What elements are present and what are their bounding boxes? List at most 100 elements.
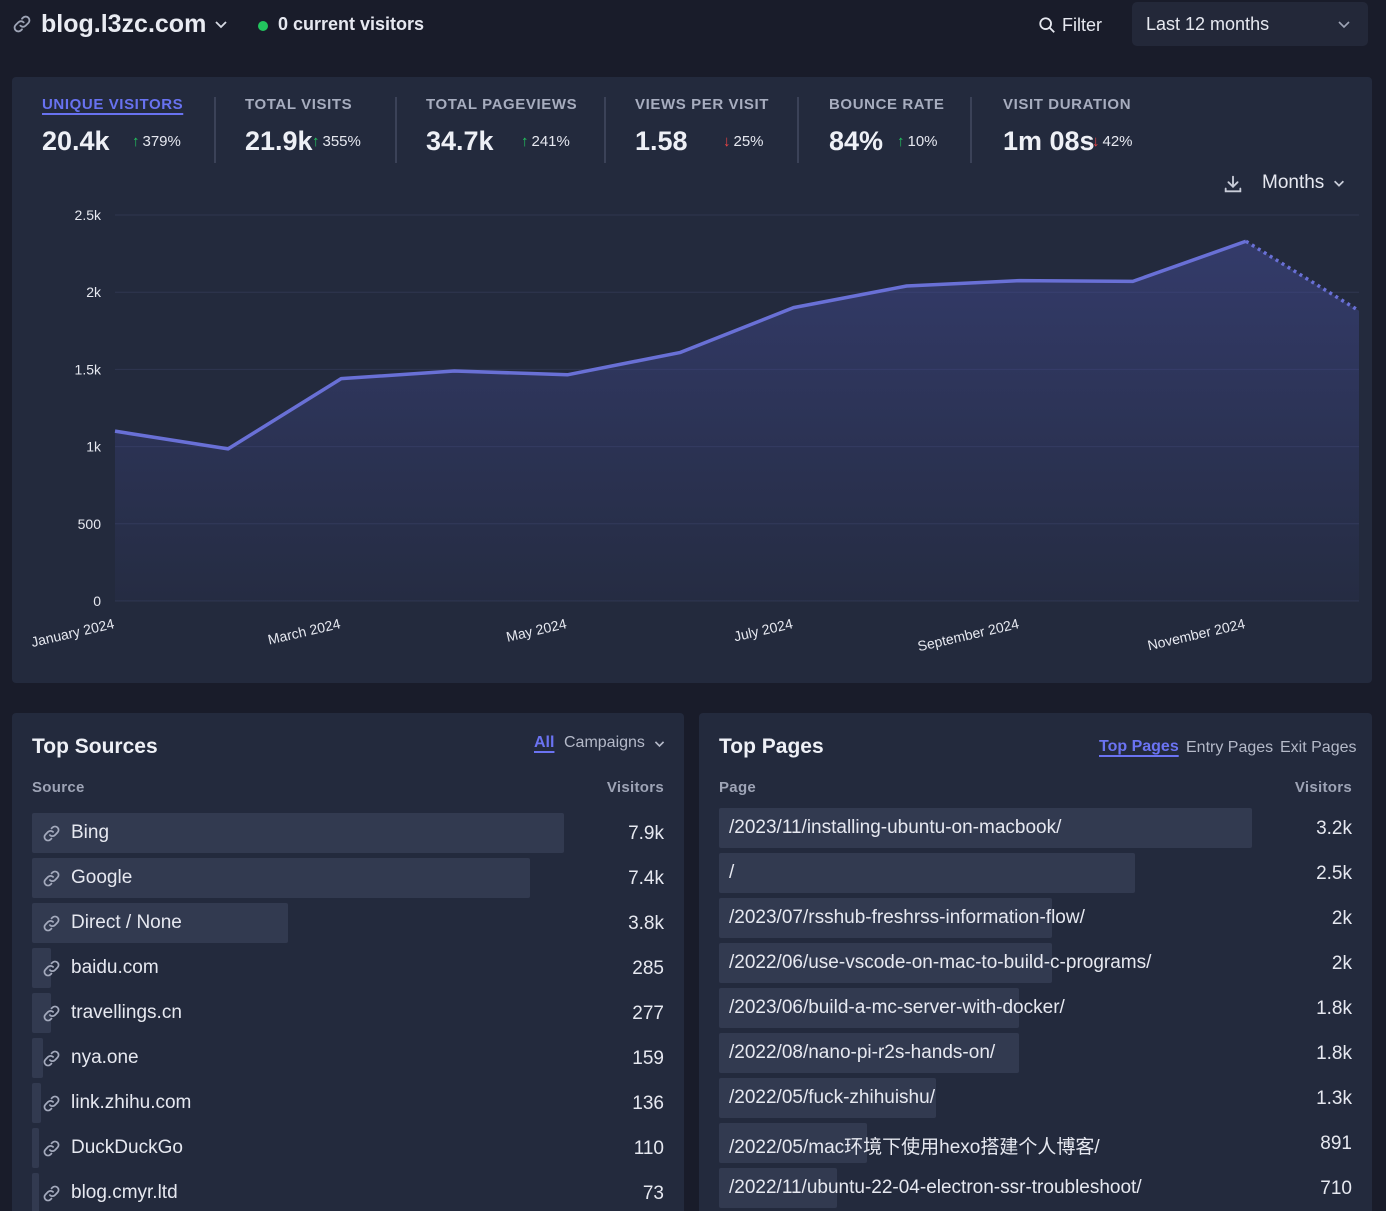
stat-divider xyxy=(797,97,799,163)
source-name[interactable]: travellings.cn xyxy=(71,1002,182,1023)
stat-bounce-rate[interactable]: BOUNCE RATE 84% ↑ 10% xyxy=(829,96,945,166)
stat-value: 1.58 xyxy=(635,126,688,156)
live-indicator-dot xyxy=(258,21,268,31)
interval-select[interactable]: Months xyxy=(1262,172,1346,194)
stat-total-visits[interactable]: TOTAL VISITS 21.9k ↑ 355% xyxy=(245,96,361,166)
visitor-share-bar xyxy=(32,1083,41,1123)
source-name[interactable]: blog.cmyr.ltd xyxy=(71,1182,178,1203)
data-point[interactable] xyxy=(448,365,460,377)
source-row[interactable]: DuckDuckGo 110 xyxy=(32,1128,664,1168)
source-row[interactable]: link.zhihu.com 136 xyxy=(32,1083,664,1123)
source-name[interactable]: Bing xyxy=(71,822,110,843)
x-tick-label: January 2024 xyxy=(29,615,115,650)
top-sources-card: Top Sources All Campaigns Source Visitor… xyxy=(12,713,684,1211)
visitor-count: 891 xyxy=(1320,1133,1352,1154)
stat-unique-visitors[interactable]: UNIQUE VISITORS 20.4k ↑ 379% xyxy=(42,96,183,166)
data-point[interactable] xyxy=(561,369,573,381)
link-icon xyxy=(43,915,60,932)
visitor-count: 136 xyxy=(632,1093,664,1114)
page-path[interactable]: /2022/11/ubuntu-22-04-electron-ssr-troub… xyxy=(729,1177,1142,1198)
stat-total-pageviews[interactable]: TOTAL PAGEVIEWS 34.7k ↑ 241% xyxy=(426,96,577,166)
arrow-up-icon: ↑ xyxy=(312,133,320,150)
data-point[interactable] xyxy=(222,443,234,455)
data-point[interactable] xyxy=(1127,275,1139,287)
source-name[interactable]: DuckDuckGo xyxy=(71,1137,183,1158)
visitors-chart[interactable]: 0 500 1k 1.5k 2k 2.5k January 2024 March 2024 M… xyxy=(12,77,1372,683)
page-path[interactable]: /2023/07/rsshub-freshrss-information-flo… xyxy=(729,907,1085,928)
tab-entry-pages[interactable]: Entry Pages xyxy=(1186,739,1274,756)
stat-divider xyxy=(214,97,216,163)
visitor-share-bar xyxy=(32,993,51,1033)
stat-visit-duration[interactable]: VISIT DURATION 1m 08s ↓ 42% xyxy=(1003,96,1133,166)
page-path[interactable]: /2022/05/fuck-zhihuishu/ xyxy=(729,1087,935,1108)
stat-label: VISIT DURATION xyxy=(1003,96,1132,113)
interval-label: Months xyxy=(1262,172,1325,193)
stat-label: BOUNCE RATE xyxy=(829,96,945,113)
filter-button[interactable]: Filter xyxy=(1038,10,1102,40)
link-icon xyxy=(43,825,60,842)
stat-value: 34.7k xyxy=(426,126,494,156)
tab-exit-pages[interactable]: Exit Pages xyxy=(1280,739,1357,756)
page-row[interactable]: /2022/08/nano-pi-r2s-hands-on/1.8k xyxy=(719,1033,1352,1073)
tab-top-pages[interactable]: Top Pages xyxy=(1099,738,1179,755)
stat-change-value: 379% xyxy=(142,133,181,150)
page-path[interactable]: /2023/06/build-a-mc-server-with-docker/ xyxy=(729,997,1065,1018)
source-name[interactable]: Google xyxy=(71,867,133,888)
source-name[interactable]: nya.one xyxy=(71,1047,139,1068)
data-point[interactable] xyxy=(901,280,913,292)
page-row[interactable]: /2022/06/use-vscode-on-mac-to-build-c-pr… xyxy=(719,943,1352,983)
visitors-area xyxy=(115,241,1359,602)
site-switcher[interactable]: blog.l3zc.com xyxy=(41,10,207,38)
data-point[interactable] xyxy=(788,302,800,314)
data-point[interactable] xyxy=(1014,275,1026,287)
page-row[interactable]: /2023/06/build-a-mc-server-with-docker/1… xyxy=(719,988,1352,1028)
data-point[interactable] xyxy=(1353,305,1365,317)
stat-value: 84% xyxy=(829,126,884,156)
page-path[interactable]: /2022/05/mac环境下使用hexo搭建个人博客/ xyxy=(729,1137,1100,1158)
page-row[interactable]: / 2.5k xyxy=(719,853,1352,893)
source-name[interactable]: link.zhihu.com xyxy=(71,1092,192,1113)
page-path[interactable]: /2022/06/use-vscode-on-mac-to-build-c-pr… xyxy=(729,952,1152,973)
source-name[interactable]: Direct / None xyxy=(71,912,182,933)
top-pages-title: Top Pages xyxy=(719,735,824,758)
link-icon xyxy=(13,15,31,33)
data-point[interactable] xyxy=(1240,235,1252,247)
page-row[interactable]: /2022/11/ubuntu-22-04-electron-ssr-troub… xyxy=(719,1168,1352,1208)
data-point[interactable] xyxy=(674,346,686,358)
visitor-share-bar xyxy=(32,948,51,988)
page-row[interactable]: /2023/07/rsshub-freshrss-information-flo… xyxy=(719,898,1352,938)
page-row[interactable]: /2022/05/mac环境下使用hexo搭建个人博客/891 xyxy=(719,1123,1352,1163)
page-row[interactable]: /2022/05/fuck-zhihuishu/1.3k xyxy=(719,1078,1352,1118)
page-path[interactable]: / xyxy=(729,862,735,883)
source-row[interactable]: Google 7.4k xyxy=(32,858,664,898)
stat-views-per-visit[interactable]: VIEWS PER VISIT 1.58 ↓ 25% xyxy=(635,96,769,166)
stat-change: ↑ 10% xyxy=(897,133,938,150)
source-name[interactable]: baidu.com xyxy=(71,957,159,978)
visitor-share-bar xyxy=(32,903,288,943)
source-row[interactable]: Direct / None 3.8k xyxy=(32,903,664,943)
data-point[interactable] xyxy=(335,373,347,385)
page-path[interactable]: /2023/11/installing-ubuntu-on-macbook/ xyxy=(729,817,1062,838)
source-row[interactable]: travellings.cn 277 xyxy=(32,993,664,1033)
chevron-down-icon[interactable] xyxy=(213,16,229,32)
tab-all-sources[interactable]: All xyxy=(534,734,555,751)
y-tick-label: 0 xyxy=(93,593,101,609)
page-row[interactable]: /2023/11/installing-ubuntu-on-macbook/3.… xyxy=(719,808,1352,848)
visitor-share-bar xyxy=(719,1078,936,1118)
visitor-count: 2.5k xyxy=(1316,863,1352,884)
source-row[interactable]: nya.one 159 xyxy=(32,1038,664,1078)
visitor-count: 1.8k xyxy=(1316,1043,1352,1064)
stat-label: UNIQUE VISITORS xyxy=(42,96,184,113)
download-icon[interactable] xyxy=(1222,173,1244,195)
visitor-count: 3.2k xyxy=(1316,818,1352,839)
tab-campaigns[interactable]: Campaigns xyxy=(564,734,666,752)
data-point[interactable] xyxy=(109,425,121,437)
current-visitors-link[interactable]: 0 current visitors xyxy=(278,14,425,34)
source-row[interactable]: baidu.com 285 xyxy=(32,948,664,988)
page-path[interactable]: /2022/08/nano-pi-r2s-hands-on/ xyxy=(729,1042,996,1063)
stat-label: TOTAL VISITS xyxy=(245,96,353,113)
source-row[interactable]: Bing 7.9k xyxy=(32,813,664,853)
visitor-count: 73 xyxy=(642,1183,664,1204)
period-select[interactable]: Last 12 months xyxy=(1132,2,1368,46)
source-row[interactable]: blog.cmyr.ltd 73 xyxy=(32,1173,664,1211)
